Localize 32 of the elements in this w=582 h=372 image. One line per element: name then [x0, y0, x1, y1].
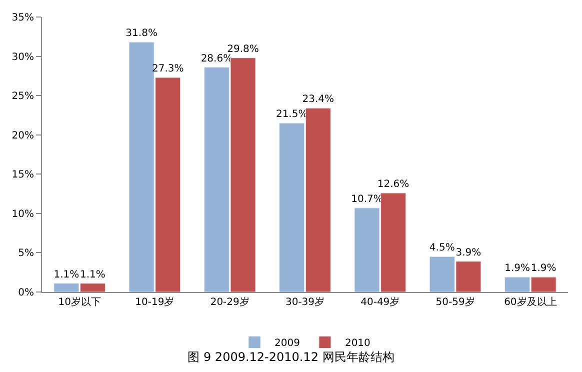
- text: 图 9 2009.12-2010.12 网民年龄结构: [188, 350, 394, 364]
- data-label: 21.5%: [276, 109, 308, 120]
- data-label: 4.5%: [429, 242, 455, 254]
- data-label: 29.8%: [227, 44, 259, 55]
- data-label: 10.7%: [351, 194, 383, 205]
- y-tick-label: 0%: [18, 288, 34, 298]
- y-tick-label: 15%: [12, 170, 34, 181]
- x-tick-label: 10-19岁: [135, 296, 174, 308]
- y-tick-label: 5%: [18, 248, 34, 260]
- x-tick-label: 60岁及以上: [504, 296, 557, 308]
- data-label: 31.8%: [126, 28, 158, 40]
- y-tick-label: 20%: [12, 130, 34, 142]
- x-tick-label: 10岁以下: [58, 296, 101, 308]
- data-label: 3.9%: [456, 247, 482, 258]
- data-label: 12.6%: [377, 179, 410, 190]
- data-label: 1.1%: [80, 269, 106, 280]
- data-label: 1.9%: [530, 263, 556, 274]
- x-tick-label: 40-49岁: [360, 296, 400, 308]
- x-tick-label: 20-29岁: [210, 296, 250, 308]
- x-tick-label: 50-59岁: [436, 296, 475, 308]
- y-tick-label: 35%: [12, 12, 34, 24]
- data-label: 1.9%: [504, 263, 530, 274]
- data-label: 28.6%: [200, 53, 233, 64]
- data-label: 27.3%: [152, 64, 184, 74]
- data-label: 23.4%: [302, 94, 334, 106]
- legend-label: 2009: [274, 338, 300, 350]
- data-label: 1.1%: [54, 269, 80, 280]
- y-tick-label: 25%: [12, 91, 34, 102]
- legend-label: 2010: [344, 338, 370, 350]
- y-tick-label: 30%: [12, 52, 34, 63]
- y-tick-label: 10%: [12, 208, 34, 220]
- x-tick-label: 30-39岁: [285, 296, 325, 308]
